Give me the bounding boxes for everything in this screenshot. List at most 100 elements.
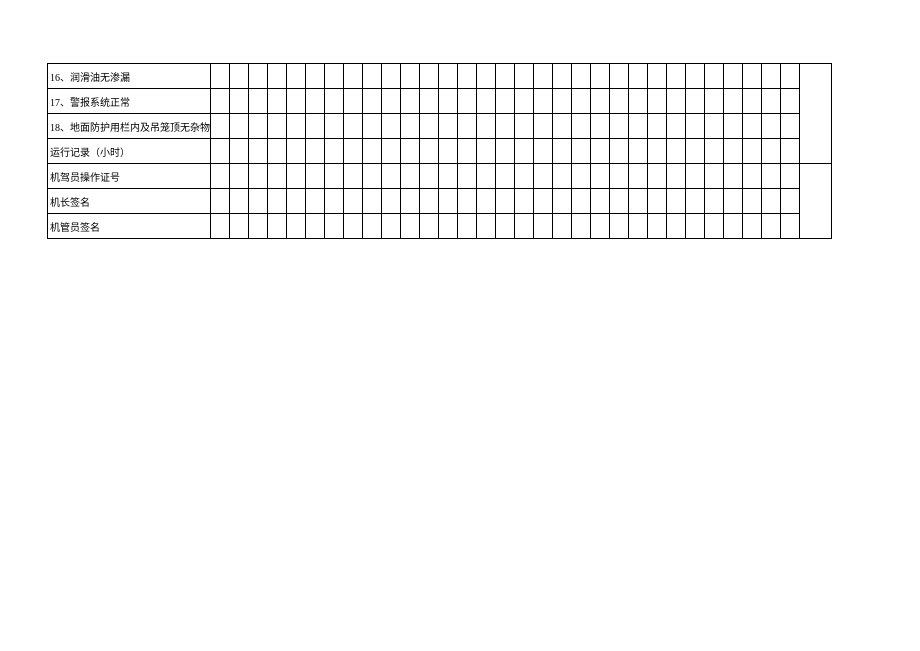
data-cell [762, 64, 781, 89]
data-cell [287, 139, 306, 164]
data-cell [344, 164, 363, 189]
data-cell [249, 139, 268, 164]
data-cell [534, 114, 553, 139]
data-cell [781, 164, 800, 189]
data-cell [496, 139, 515, 164]
data-cell [591, 64, 610, 89]
data-cell [401, 89, 420, 114]
data-cell [648, 214, 667, 239]
data-cell [553, 189, 572, 214]
data-cell [667, 89, 686, 114]
data-cell [344, 89, 363, 114]
data-cell [686, 114, 705, 139]
data-cell [249, 189, 268, 214]
data-cell [724, 114, 743, 139]
data-cell [572, 189, 591, 214]
data-cell [553, 214, 572, 239]
data-cell [344, 114, 363, 139]
data-cell [420, 164, 439, 189]
table-row: 18、地面防护用栏内及吊笼顶无杂物 [48, 114, 832, 139]
data-cell [648, 89, 667, 114]
data-cell [572, 139, 591, 164]
data-cell [382, 139, 401, 164]
data-cell [287, 89, 306, 114]
data-cell [648, 64, 667, 89]
data-cell [781, 139, 800, 164]
data-cell [591, 114, 610, 139]
data-cell [211, 214, 230, 239]
data-cell [553, 164, 572, 189]
data-cell [439, 139, 458, 164]
data-cell [743, 114, 762, 139]
data-cell [306, 139, 325, 164]
data-cell [363, 214, 382, 239]
right-merged-cell [800, 64, 832, 89]
data-cell [420, 114, 439, 139]
data-cell [382, 164, 401, 189]
data-cell [762, 164, 781, 189]
row-label: 机长签名 [48, 189, 211, 214]
data-cell [249, 64, 268, 89]
right-merged-cell [800, 214, 832, 239]
row-label: 机管员签名 [48, 214, 211, 239]
data-cell [667, 139, 686, 164]
data-cell [496, 164, 515, 189]
data-cell [572, 214, 591, 239]
data-cell [515, 64, 534, 89]
data-cell [439, 214, 458, 239]
data-cell [230, 89, 249, 114]
data-cell [211, 114, 230, 139]
data-cell [591, 189, 610, 214]
data-cell [591, 214, 610, 239]
data-cell [724, 214, 743, 239]
data-cell [477, 139, 496, 164]
data-cell [477, 114, 496, 139]
data-cell [458, 214, 477, 239]
data-cell [325, 214, 344, 239]
row-label: 机驾员操作证号 [48, 164, 211, 189]
data-cell [287, 189, 306, 214]
data-cell [572, 89, 591, 114]
data-cell [268, 114, 287, 139]
data-cell [629, 64, 648, 89]
data-cell [344, 189, 363, 214]
data-cell [686, 89, 705, 114]
data-cell [420, 214, 439, 239]
data-cell [477, 164, 496, 189]
data-cell [230, 64, 249, 89]
data-cell [439, 64, 458, 89]
data-cell [230, 139, 249, 164]
data-cell [553, 89, 572, 114]
data-cell [534, 189, 553, 214]
data-cell [629, 139, 648, 164]
data-cell [743, 164, 762, 189]
data-cell [306, 189, 325, 214]
data-cell [211, 139, 230, 164]
data-cell [762, 139, 781, 164]
data-cell [382, 214, 401, 239]
row-label: 18、地面防护用栏内及吊笼顶无杂物 [48, 114, 211, 139]
data-cell [553, 139, 572, 164]
data-cell [268, 139, 287, 164]
data-cell [762, 89, 781, 114]
data-cell [648, 139, 667, 164]
data-cell [439, 164, 458, 189]
data-cell [401, 114, 420, 139]
data-cell [230, 164, 249, 189]
data-cell [230, 189, 249, 214]
data-cell [496, 89, 515, 114]
data-cell [724, 164, 743, 189]
table-row: 机驾员操作证号 [48, 164, 832, 189]
right-merged-cell [800, 89, 832, 114]
data-cell [363, 189, 382, 214]
data-cell [686, 164, 705, 189]
data-cell [344, 214, 363, 239]
data-cell [610, 214, 629, 239]
data-cell [591, 139, 610, 164]
data-cell [629, 89, 648, 114]
data-cell [515, 89, 534, 114]
data-cell [534, 139, 553, 164]
data-cell [306, 64, 325, 89]
data-cell [610, 64, 629, 89]
data-cell [268, 164, 287, 189]
